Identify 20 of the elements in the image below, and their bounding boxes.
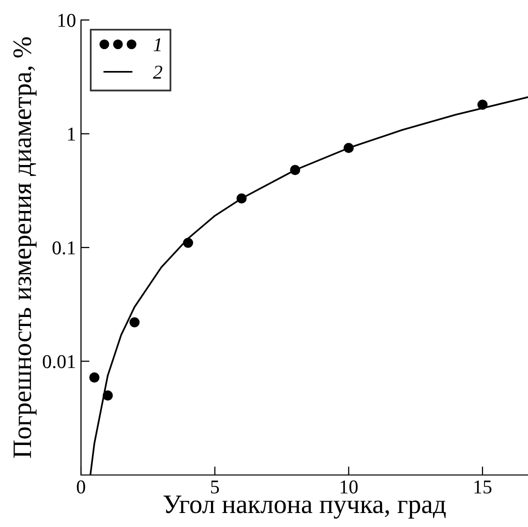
y-tick-label: 1 [68, 128, 75, 140]
point [477, 100, 488, 110]
y-tick-label: 10 [58, 14, 76, 27]
y-axis-title: Погрешность измерения диаметра, % [13, 37, 37, 458]
x-tick-label: 15 [474, 480, 492, 494]
point [89, 372, 100, 383]
point [102, 390, 113, 401]
legend-label: 2 [152, 66, 162, 79]
x-tick-label: 5 [211, 480, 219, 494]
y-tick-label: 0.1 [52, 241, 75, 255]
point [129, 317, 140, 328]
x-tick-label: 0 [76, 480, 86, 494]
legend-label: 1 [154, 38, 161, 52]
x-axis-title: Угол наклона пучка, град [164, 496, 446, 519]
point [182, 238, 194, 248]
x-tick-label: 10 [340, 480, 358, 494]
y-tick-label: 0.01 [42, 355, 75, 368]
point [344, 142, 354, 154]
point [236, 193, 247, 204]
point [290, 164, 300, 176]
